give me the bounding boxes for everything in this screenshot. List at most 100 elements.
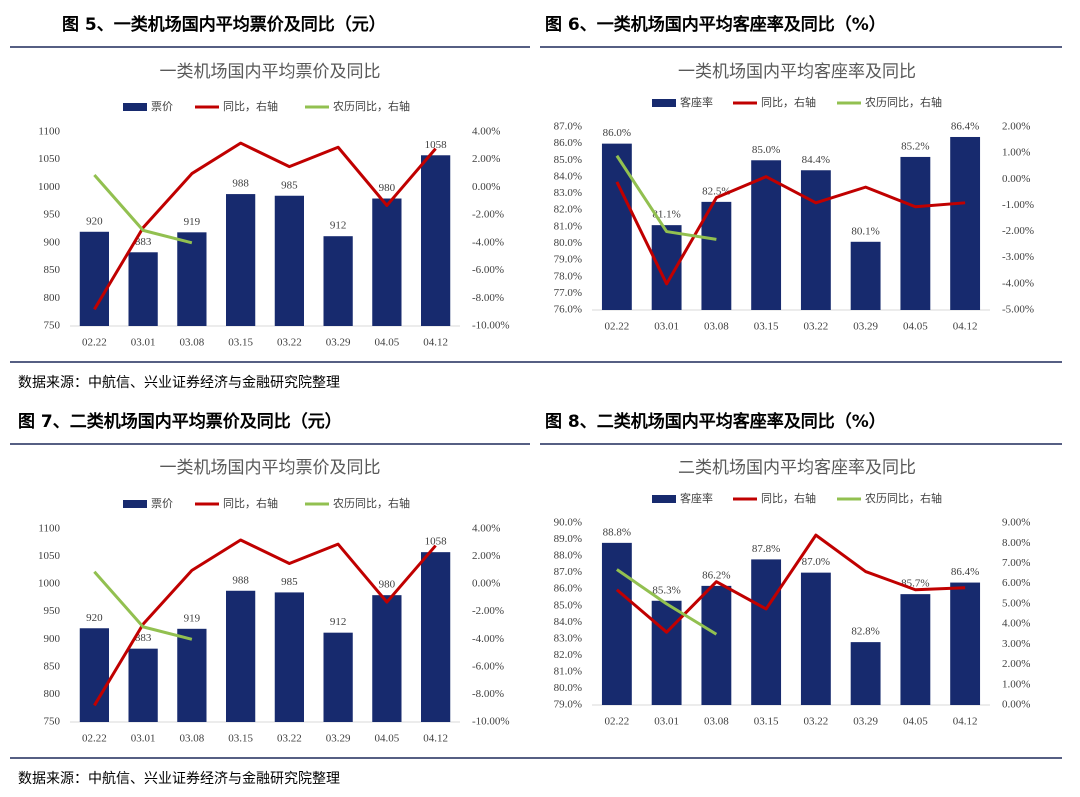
y2-tick-label: 4.00% — [1002, 618, 1030, 630]
data-label: 85.0% — [752, 144, 780, 156]
legend-swatch — [652, 99, 676, 107]
y-tick-label: 76.0% — [554, 304, 582, 316]
y-tick-label: 85.0% — [554, 599, 582, 611]
y-tick-label: 800 — [44, 688, 61, 700]
y-tick-label: 950 — [44, 209, 61, 221]
y2-tick-label: 2.00% — [472, 153, 500, 165]
data-label: 985 — [281, 179, 298, 191]
y-tick-label: 78.0% — [554, 270, 582, 282]
bar — [701, 201, 732, 310]
x-tick-label: 03.01 — [654, 716, 679, 728]
y2-tick-label: 4.00% — [472, 523, 500, 535]
y2-tick-label: -2.00% — [472, 209, 504, 221]
y-tick-label: 1100 — [38, 523, 60, 535]
x-tick-label: 04.05 — [375, 733, 400, 745]
bar — [128, 252, 158, 326]
y-tick-label: 750 — [44, 320, 61, 332]
data-label: 919 — [184, 216, 201, 228]
y2-tick-label: 1.00% — [1002, 147, 1030, 159]
bar — [128, 648, 158, 722]
y2-tick-label: 0.00% — [472, 181, 500, 193]
x-tick-label: 03.15 — [754, 716, 779, 728]
bar — [601, 143, 632, 310]
data-label: 883 — [135, 632, 152, 644]
x-tick-label: 04.12 — [423, 733, 448, 745]
y-tick-label: 900 — [44, 633, 61, 645]
data-label: 80.1% — [851, 225, 879, 237]
bar — [850, 241, 881, 310]
data-label: 88.8% — [603, 526, 631, 538]
y-tick-label: 80.0% — [554, 237, 582, 249]
y2-tick-label: -2.00% — [472, 605, 504, 617]
data-label: 86.0% — [603, 127, 631, 139]
bar — [274, 592, 304, 722]
data-label: 1058 — [425, 139, 448, 151]
line-series — [93, 173, 193, 245]
data-label: 919 — [184, 612, 201, 624]
y-tick-label: 850 — [44, 660, 61, 672]
x-tick-label: 03.08 — [180, 733, 205, 745]
legend-label: 农历同比，右轴 — [333, 99, 410, 113]
line-series — [93, 570, 193, 641]
y-tick-label: 900 — [44, 236, 61, 248]
bar — [800, 572, 831, 705]
x-tick-label: 02.22 — [82, 337, 107, 349]
y2-tick-label: -4.00% — [472, 633, 504, 645]
data-label: 985 — [281, 576, 298, 588]
bar — [79, 628, 109, 722]
y2-tick-label: 3.00% — [1002, 638, 1030, 650]
x-tick-label: 04.05 — [375, 337, 400, 349]
y2-tick-label: -10.00% — [472, 320, 510, 332]
y-tick-label: 85.0% — [554, 154, 582, 166]
x-tick-label: 03.29 — [853, 716, 878, 728]
bar — [274, 195, 304, 326]
x-tick-label: 02.22 — [605, 716, 630, 728]
x-tick-label: 03.08 — [704, 716, 729, 728]
bar — [800, 170, 831, 310]
bar — [601, 542, 632, 705]
y-tick-label: 83.0% — [554, 187, 582, 199]
y-tick-label: 86.0% — [554, 583, 582, 595]
y-tick-label: 81.0% — [554, 665, 582, 677]
bar — [421, 552, 451, 722]
bar — [751, 160, 782, 310]
data-label: 988 — [232, 574, 249, 586]
line-series — [615, 533, 966, 634]
y2-tick-label: 2.00% — [1002, 658, 1030, 670]
y2-tick-label: 8.00% — [1002, 537, 1030, 549]
y-tick-label: 83.0% — [554, 632, 582, 644]
y2-tick-label: -4.00% — [472, 236, 504, 248]
x-tick-label: 04.12 — [953, 321, 978, 333]
x-tick-label: 03.01 — [131, 337, 156, 349]
y2-tick-label: 0.00% — [1002, 173, 1030, 185]
y-tick-label: 1100 — [38, 126, 60, 138]
x-tick-label: 04.12 — [423, 337, 448, 349]
data-label: 85.2% — [901, 140, 929, 152]
legend-label: 同比，右轴 — [761, 491, 816, 505]
data-label: 920 — [86, 215, 103, 227]
y-tick-label: 86.0% — [554, 137, 582, 149]
figure-heading: 图 8、二类机场国内平均客座率及同比（%） — [545, 411, 886, 432]
y-tick-label: 77.0% — [554, 287, 582, 299]
y2-tick-label: 2.00% — [1002, 121, 1030, 133]
y2-tick-label: -8.00% — [472, 292, 504, 304]
y-tick-label: 84.0% — [554, 170, 582, 182]
bar — [950, 136, 981, 310]
x-tick-label: 03.29 — [326, 337, 351, 349]
chart-title: 一类机场国内平均票价及同比 — [160, 458, 381, 478]
data-label: 86.4% — [951, 121, 979, 133]
y2-tick-label: -10.00% — [472, 716, 510, 728]
y-tick-label: 79.0% — [554, 699, 582, 711]
x-tick-label: 03.22 — [277, 337, 302, 349]
legend-label: 票价 — [151, 100, 173, 113]
y2-tick-label: -5.00% — [1002, 304, 1034, 316]
x-tick-label: 03.29 — [853, 321, 878, 333]
y2-tick-label: -6.00% — [472, 264, 504, 276]
line-series — [615, 175, 966, 286]
y2-tick-label: 7.00% — [1002, 557, 1030, 569]
y2-tick-label: -6.00% — [472, 660, 504, 672]
figure-heading: 图 6、一类机场国内平均客座率及同比（%） — [545, 14, 886, 35]
bar — [79, 231, 109, 326]
bar — [950, 582, 981, 705]
